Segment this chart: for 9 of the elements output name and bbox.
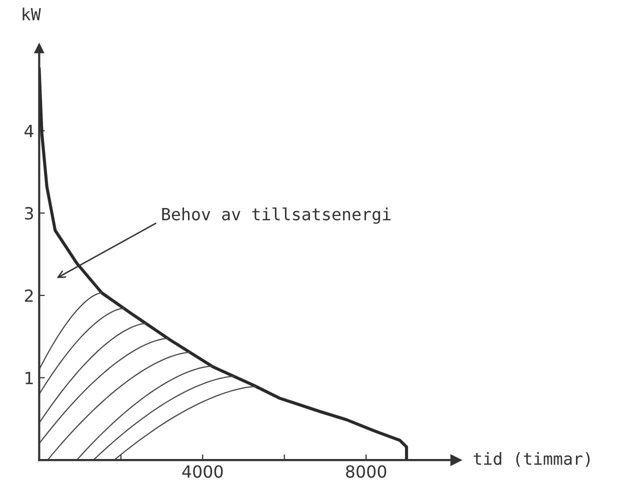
y-axis-title: kW [22,8,41,20]
annotation: Behov av tillsatsenergi [162,207,390,224]
y-tick-label: 2 [24,289,33,302]
y-tick-label: 3 [24,207,33,220]
x-tick-label: 8000 [346,465,386,478]
y-tick-label: 4 [24,124,34,138]
x-tick-label: 4000 [182,465,223,478]
x-axis-title: tid (timmar) [474,452,590,467]
y-tick-label: 1 [26,372,33,384]
